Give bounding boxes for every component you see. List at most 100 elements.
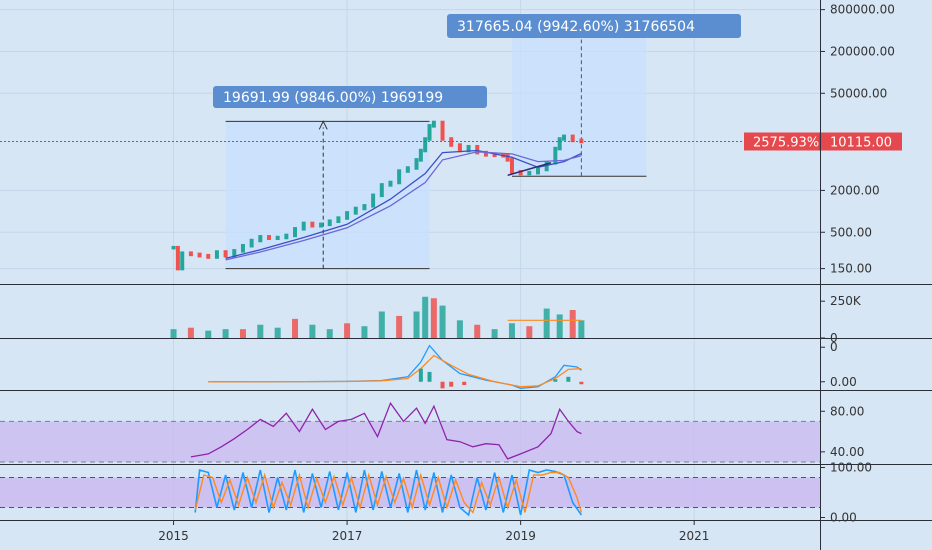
- price-candle: [266, 235, 271, 240]
- price-tick-label: 800000.00: [830, 3, 895, 17]
- price-candle: [492, 153, 497, 158]
- overlay-layer: 2575.93% 10115.00 19691.99 (9846.00%) 1969…: [0, 14, 902, 151]
- measure-region-2: [511, 37, 647, 177]
- price-candle: [188, 251, 193, 257]
- volume-bar: [491, 329, 498, 338]
- macd-histogram-bar: [427, 371, 432, 382]
- price-candle: [535, 167, 540, 175]
- measure-label-1: 19691.99 (9846.00%) 1969199: [223, 90, 443, 106]
- volume-bar: [569, 310, 576, 338]
- price-tick-label: 2000.00: [830, 183, 880, 197]
- x-tick-label: 2015: [158, 529, 189, 543]
- measure-region-1: [225, 121, 430, 269]
- price-candle: [293, 227, 298, 238]
- volume-tick-label: 250K: [830, 294, 862, 308]
- volume-bar: [309, 324, 316, 338]
- measure-regions: [225, 37, 647, 270]
- price-candle: [544, 161, 549, 172]
- price-candle: [388, 180, 393, 187]
- volume-bar: [239, 329, 246, 338]
- price-tick-label: 200000.00: [830, 44, 895, 58]
- price-candle: [371, 193, 376, 208]
- price-candle: [345, 211, 350, 220]
- volume-bar: [474, 324, 481, 338]
- price-candle: [475, 144, 480, 155]
- price-candle: [449, 137, 454, 147]
- volume-bar: [326, 329, 333, 338]
- price-candle: [527, 170, 532, 176]
- trend-line: [507, 162, 552, 177]
- price-candle: [466, 144, 471, 153]
- price-candle: [175, 245, 180, 271]
- price-badge-bg: [744, 132, 902, 151]
- volume-bar: [439, 305, 446, 338]
- price-candle: [214, 250, 219, 259]
- indicator-bands: [0, 420, 820, 508]
- volume-bar: [170, 329, 177, 338]
- volume-bar: [543, 308, 550, 338]
- volume-bar: [430, 298, 437, 338]
- measure-label-1-bg: [213, 86, 487, 108]
- price-candle: [579, 138, 584, 144]
- rsi-tick-label: 40.00: [830, 445, 864, 459]
- price-candle: [405, 166, 410, 173]
- macd-histogram-bar: [418, 368, 423, 382]
- price-candle: [397, 169, 402, 185]
- volume-bar: [187, 327, 194, 338]
- price-candle: [206, 253, 211, 259]
- price-tick-label: 50000.00: [830, 86, 887, 100]
- volume-bar: [344, 323, 351, 338]
- stoch-tick-label: 0.00: [830, 511, 857, 525]
- price-tick-label: 150.00: [830, 262, 872, 276]
- price-candle: [249, 238, 254, 248]
- price-candle: [197, 252, 202, 258]
- macd-histogram-bar: [462, 381, 467, 386]
- series-layer: [170, 120, 585, 517]
- price-candle: [509, 158, 514, 174]
- stoch-k-line: [194, 468, 583, 517]
- price-candle: [284, 233, 289, 240]
- x-tick-label: 2021: [679, 529, 710, 543]
- price-candle: [362, 204, 367, 211]
- price-tick-label: 500.00: [830, 225, 872, 239]
- volume-bar: [222, 329, 229, 338]
- price-candle: [327, 219, 332, 227]
- price-candle: [353, 206, 358, 215]
- price-candle: [275, 235, 280, 240]
- macd-histogram-bar: [566, 376, 571, 382]
- stoch-d-line: [194, 471, 583, 514]
- measure-label-2-bg: [447, 14, 741, 38]
- volume-bar: [508, 323, 515, 338]
- price-candle: [423, 137, 428, 153]
- price-candle: [301, 221, 306, 231]
- price-candle: [570, 134, 575, 143]
- price-candle: [336, 216, 341, 224]
- price-candle: [171, 245, 176, 250]
- volume-bar: [274, 327, 281, 338]
- price-candle: [505, 154, 510, 162]
- moving-average-slow: [225, 151, 582, 261]
- volume-tick-label: 0: [830, 331, 838, 345]
- macd-tick-label: 0.00: [830, 375, 857, 389]
- price-candle: [562, 134, 567, 141]
- macd-histogram-bar: [449, 381, 454, 387]
- volume-bar: [361, 326, 368, 338]
- volume-bar: [257, 324, 264, 338]
- volume-bar: [413, 311, 420, 338]
- volume-bar: [292, 318, 299, 338]
- price-candle: [379, 183, 384, 198]
- macd-histogram-bar: [579, 381, 584, 385]
- price-badge-value: 10115.00: [830, 136, 892, 151]
- price-candle: [310, 221, 315, 228]
- price-candle: [427, 124, 432, 141]
- volume-bar: [396, 315, 403, 338]
- price-candle: [180, 251, 185, 271]
- volume-bar: [378, 311, 385, 338]
- price-candle: [240, 243, 245, 253]
- price-badge-percent: 2575.93%: [753, 136, 819, 151]
- stoch-tick-label: 100.00: [830, 461, 872, 475]
- price-candle: [457, 143, 462, 153]
- price-candle: [223, 250, 228, 258]
